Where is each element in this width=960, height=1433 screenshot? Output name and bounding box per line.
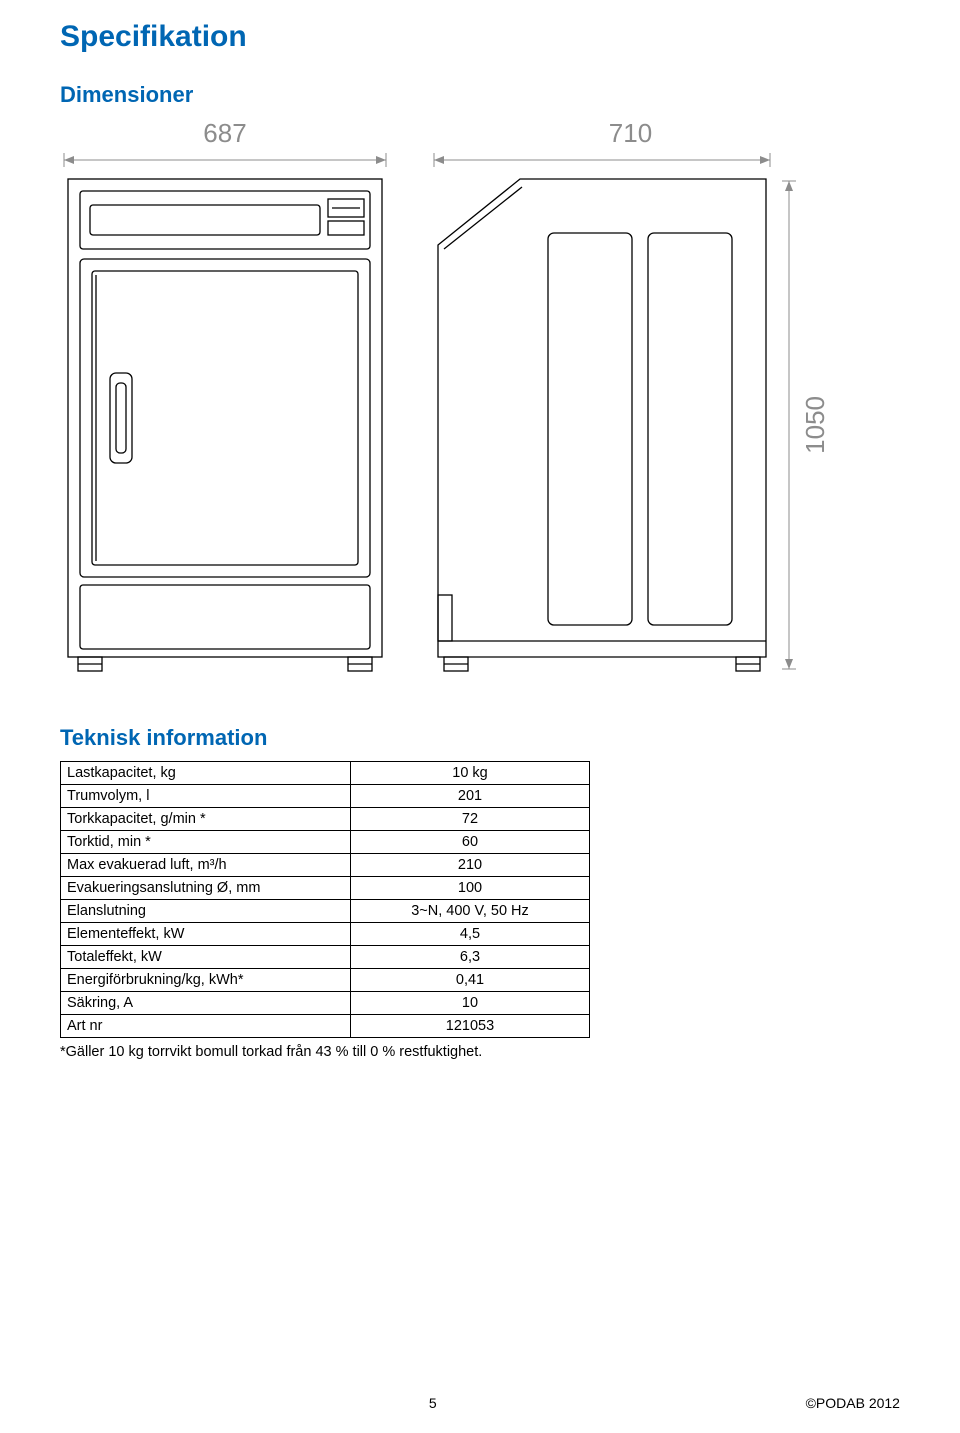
table-cell-label: Evakueringsanslutning Ø, mm: [61, 877, 351, 900]
side-view-block: 710: [430, 118, 831, 675]
dim-arrow-height: [780, 175, 798, 675]
table-footnote: *Gäller 10 kg torrvikt bomull torkad frå…: [60, 1044, 900, 1060]
footer-page-number: 5: [429, 1395, 437, 1411]
table-cell-value: 100: [351, 877, 590, 900]
table-cell-value: 210: [351, 854, 590, 877]
table-row: Elementeffekt, kW4,5: [61, 923, 590, 946]
table-cell-label: Elanslutning: [61, 900, 351, 923]
table-row: Max evakuerad luft, m³/h210: [61, 854, 590, 877]
dimensions-heading: Dimensioner: [60, 82, 900, 108]
table-row: Energiförbrukning/kg, kWh*0,41: [61, 969, 590, 992]
dim-arrow-side: [430, 151, 774, 169]
front-view-drawing: [60, 175, 390, 675]
table-row: Lastkapacitet, kg10 kg: [61, 762, 590, 785]
table-cell-label: Trumvolym, l: [61, 785, 351, 808]
table-cell-value: 10 kg: [351, 762, 590, 785]
dim-front-width: 687: [203, 118, 246, 149]
table-row: Evakueringsanslutning Ø, mm100: [61, 877, 590, 900]
table-cell-label: Elementeffekt, kW: [61, 923, 351, 946]
table-cell-label: Torkkapacitet, g/min *: [61, 808, 351, 831]
tech-info-heading: Teknisk information: [60, 725, 900, 751]
table-cell-value: 60: [351, 831, 590, 854]
table-cell-value: 121053: [351, 1015, 590, 1038]
table-cell-value: 6,3: [351, 946, 590, 969]
table-row: Elanslutning3~N, 400 V, 50 Hz: [61, 900, 590, 923]
dim-arrow-front: [60, 151, 390, 169]
table-cell-label: Torktid, min *: [61, 831, 351, 854]
front-view-block: 687: [60, 118, 390, 675]
table-cell-label: Energiförbrukning/kg, kWh*: [61, 969, 351, 992]
table-cell-label: Max evakuerad luft, m³/h: [61, 854, 351, 877]
tech-info-table: Lastkapacitet, kg10 kgTrumvolym, l201Tor…: [60, 761, 590, 1038]
table-row: Säkring, A10: [61, 992, 590, 1015]
table-cell-value: 0,41: [351, 969, 590, 992]
table-cell-label: Lastkapacitet, kg: [61, 762, 351, 785]
footer-copyright: ©PODAB 2012: [806, 1395, 900, 1411]
technical-drawings: 687: [60, 118, 900, 675]
table-row: Torkkapacitet, g/min *72: [61, 808, 590, 831]
table-cell-value: 201: [351, 785, 590, 808]
table-cell-value: 3~N, 400 V, 50 Hz: [351, 900, 590, 923]
table-row: Art nr121053: [61, 1015, 590, 1038]
table-cell-value: 72: [351, 808, 590, 831]
page-footer: 5 ©PODAB 2012: [0, 1395, 960, 1411]
dim-height: 1050: [800, 396, 831, 454]
table-row: Trumvolym, l201: [61, 785, 590, 808]
table-cell-label: Säkring, A: [61, 992, 351, 1015]
page-title: Specifikation: [60, 20, 900, 54]
table-cell-label: Totaleffekt, kW: [61, 946, 351, 969]
side-view-drawing: [430, 175, 774, 675]
table-cell-value: 4,5: [351, 923, 590, 946]
dim-side-depth: 710: [609, 118, 652, 149]
table-row: Totaleffekt, kW6,3: [61, 946, 590, 969]
table-cell-label: Art nr: [61, 1015, 351, 1038]
table-row: Torktid, min *60: [61, 831, 590, 854]
table-cell-value: 10: [351, 992, 590, 1015]
